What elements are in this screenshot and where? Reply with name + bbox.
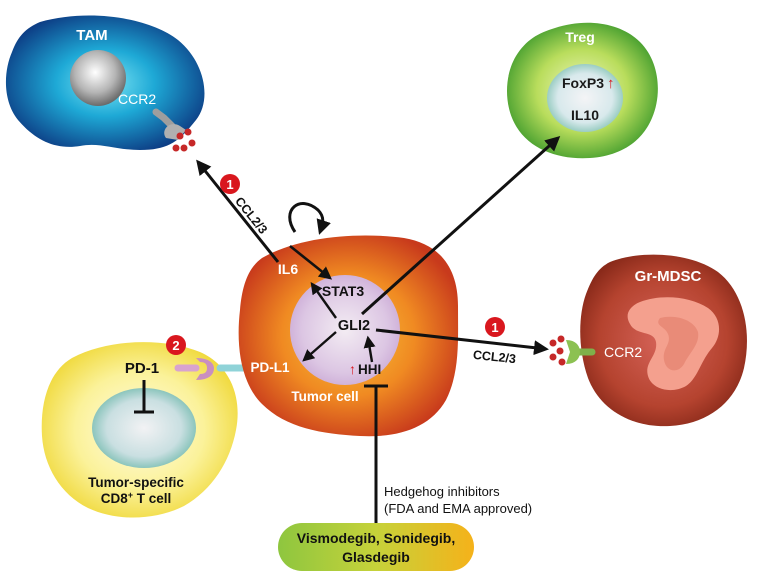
- inhibitor-tbar: [364, 384, 388, 532]
- arrow-gli2-to-treg: [360, 135, 561, 316]
- tcell-name-line1: Tumor-specific: [88, 475, 184, 490]
- tumor-name: Tumor cell: [291, 389, 358, 404]
- tumor-il6: IL6: [278, 261, 298, 277]
- tam-receptor-label: CCR2: [118, 91, 156, 107]
- mdsc-chemokine-cluster: [549, 335, 566, 366]
- badge-2-pd1: 2: [166, 335, 186, 355]
- badge-1-tam: 1: [220, 174, 240, 194]
- tcell: PD-1 Tumor-specific CD8+ T cell: [41, 342, 238, 518]
- arrow-hhi-to-gli2: [363, 335, 376, 363]
- svg-text:1: 1: [491, 320, 498, 335]
- tumor-hhi: HHI: [358, 362, 381, 377]
- treg-cell: Treg FoxP3 ↑ IL10: [507, 22, 658, 159]
- treg-title: Treg: [565, 29, 595, 45]
- treg-foxp3: FoxP3: [562, 75, 604, 91]
- arrow-autocrine-loop: [288, 202, 331, 235]
- mdsc-title: Gr-MDSC: [635, 268, 702, 285]
- tumor-gli2: GLI2: [338, 318, 370, 334]
- arrow-gli2-to-mdsc: [375, 328, 549, 356]
- tcell-inhibition-symbol: [134, 380, 154, 414]
- svg-text:1: 1: [226, 177, 233, 192]
- tcell-pd1-label: PD-1: [125, 360, 159, 377]
- svg-text:2: 2: [172, 338, 179, 353]
- inhibitor-note-line2: (FDA and EMA approved): [384, 501, 532, 516]
- tcell-name-line2: CD8+ T cell: [101, 490, 172, 506]
- mdsc-cell: Gr-MDSC CCR2: [580, 254, 747, 427]
- arrow-gli2-to-pdl1: [302, 331, 337, 362]
- edge-label-ccl-mdsc: CCL2/3: [472, 348, 516, 366]
- pd1-receptor: [174, 358, 214, 380]
- tam-cell: TAM CCR2: [5, 15, 205, 151]
- drug-names-line2: Glasdegib: [342, 549, 410, 565]
- arrow-gli2-to-stat3: [310, 282, 337, 319]
- tumor-cell: Tumor cell IL6 STAT3 GLI2 PD-L1 ↑ HHI: [238, 235, 459, 437]
- tcell-nucleus: [92, 388, 196, 468]
- tam-title: TAM: [76, 27, 107, 44]
- tam-nucleus: [70, 50, 126, 106]
- drug-pill: Vismodegib, Sonidegib, Glasdegib: [278, 523, 474, 571]
- arrow-il6-to-tam: [196, 159, 280, 263]
- drug-names-line1: Vismodegib, Sonidegib,: [297, 530, 455, 546]
- mdsc-ccr2-receptor: [566, 340, 596, 364]
- arrow-il6-to-stat3: [289, 244, 333, 280]
- treg-nucleus: [547, 64, 623, 132]
- tumor-hhi-up-arrow: ↑: [349, 361, 356, 377]
- tumor-pdl1: PD-L1: [250, 360, 289, 375]
- tumor-nucleus: [290, 275, 400, 385]
- mdsc-receptor-label: CCR2: [604, 344, 642, 360]
- inhibitor-note-line1: Hedgehog inhibitors: [384, 484, 500, 499]
- treg-foxp3-up-arrow: ↑: [607, 75, 615, 92]
- tumor-stat3: STAT3: [322, 283, 364, 299]
- tam-chemokine-cluster: [172, 128, 196, 152]
- badge-1-mdsc: 1: [485, 317, 505, 337]
- treg-il10: IL10: [571, 107, 599, 123]
